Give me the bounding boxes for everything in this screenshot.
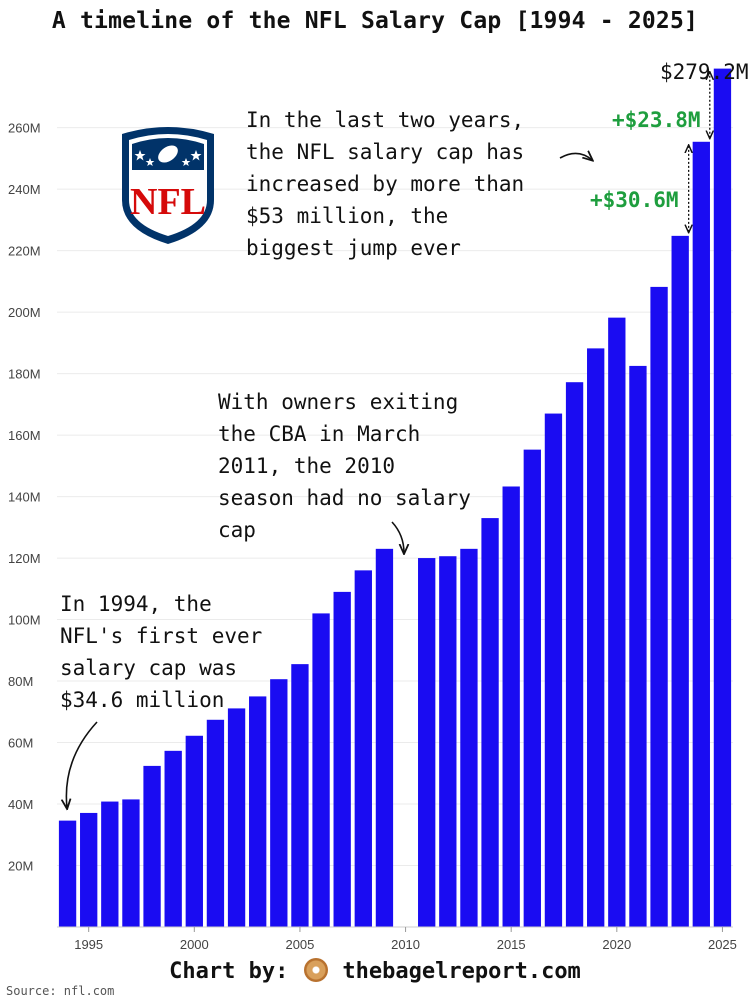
bar-1994 — [58, 820, 77, 927]
bar-2018 — [565, 382, 584, 928]
y-tick-label: 160M — [8, 428, 41, 443]
y-tick-label: 60M — [8, 736, 33, 751]
y-tick-label: 20M — [8, 859, 33, 874]
bar-2000 — [185, 735, 203, 927]
bar-2017 — [544, 413, 563, 927]
bar-2020 — [608, 317, 626, 928]
recent-jump-arrow — [559, 153, 592, 160]
bar-2005 — [291, 664, 309, 927]
bar-2011 — [418, 558, 436, 927]
bar-2001 — [206, 719, 225, 927]
x-tick-label: 2000 — [180, 937, 209, 952]
x-tick-label: 2020 — [602, 937, 631, 952]
y-tick-label: 40M — [8, 797, 33, 812]
y-tick-label: 180M — [8, 367, 41, 382]
delta-2024-label: +$30.6M — [590, 188, 679, 212]
no-cap-arrow — [391, 521, 404, 553]
y-tick-label: 200M — [8, 305, 41, 320]
bar-2021 — [629, 365, 647, 928]
chart-title: A timeline of the NFL Salary Cap [1994 -… — [51, 8, 699, 34]
credit-site-link[interactable]: thebagelreport.com — [342, 959, 581, 984]
annotation-first-cap-1994: In 1994, the NFL's first ever salary cap… — [60, 592, 263, 712]
y-tick-label: 140M — [8, 490, 41, 505]
bar-2015 — [502, 486, 520, 927]
bar-2009 — [375, 548, 394, 927]
y-tick-label: 260M — [8, 121, 41, 136]
credit-prefix: Chart by: — [169, 959, 289, 984]
y-tick-label: 120M — [8, 551, 41, 566]
bar-2006 — [312, 613, 330, 927]
bar-2012 — [439, 556, 457, 927]
bar-2004 — [270, 679, 288, 927]
annotation-recent-jump: In the last two years, the NFL salary ca… — [246, 108, 525, 260]
bar-2007 — [333, 591, 351, 927]
bar-1998 — [143, 765, 161, 927]
bar-2002 — [227, 708, 246, 927]
bagel-icon — [304, 958, 329, 982]
x-tick-label: 2010 — [391, 937, 420, 952]
bar-2003 — [249, 696, 267, 927]
bar-2008 — [354, 570, 372, 927]
annotation-no-cap-2010: With owners exiting the CBA in March 201… — [218, 390, 471, 542]
bar-2022 — [650, 286, 668, 927]
bar-2016 — [523, 449, 541, 927]
x-tick-label: 2005 — [285, 937, 314, 952]
bar-2013 — [460, 548, 478, 927]
y-tick-label: 220M — [8, 244, 41, 259]
peak-value-label: $279.2M — [660, 60, 749, 84]
delta-2025-label: +$23.8M — [612, 108, 701, 132]
x-tick-label: 1995 — [74, 937, 103, 952]
x-tick-label: 2015 — [497, 937, 526, 952]
y-tick-label: 100M — [8, 613, 41, 628]
nfl-logo-icon: NFL — [122, 127, 214, 244]
x-tick-label: 2025 — [708, 937, 737, 952]
first-cap-arrow — [66, 721, 98, 808]
bar-2023 — [671, 235, 689, 928]
bar-1999 — [164, 750, 182, 927]
bar-2024 — [692, 141, 710, 927]
bar-2014 — [481, 518, 499, 927]
source-note: Source: nfl.com — [6, 984, 115, 998]
chart-credit: Chart by: thebagelreport.com — [0, 958, 750, 984]
bar-1997 — [122, 799, 140, 927]
bar-1995 — [80, 812, 98, 927]
y-tick-label: 240M — [8, 182, 41, 197]
bar-1996 — [101, 801, 119, 927]
bar-2019 — [587, 348, 605, 927]
svg-text:NFL: NFL — [130, 181, 206, 223]
y-tick-label: 80M — [8, 674, 33, 689]
bar-2025 — [713, 68, 732, 927]
